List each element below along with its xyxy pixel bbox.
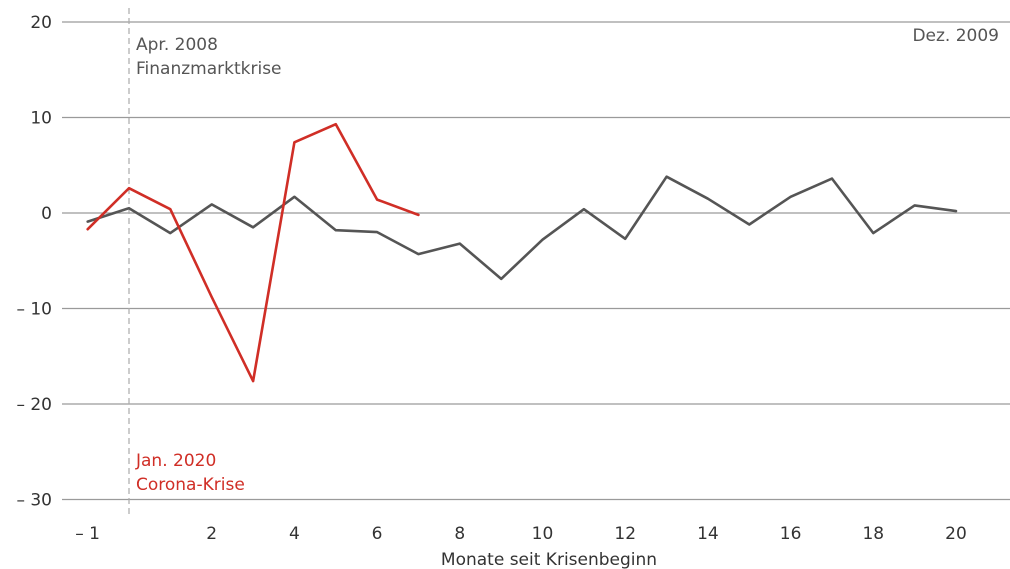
x-tick-label: 16 (780, 524, 802, 544)
x-axis-ticks: – 1 2 4 6 8 10 12 14 16 18 20 (75, 524, 967, 544)
y-tick-label: – 30 (16, 491, 52, 511)
x-tick-label: 10 (532, 524, 554, 544)
series-line-0 (86, 175, 958, 281)
x-tick-label: – 1 (75, 524, 100, 544)
x-tick-label: 8 (454, 524, 465, 544)
y-tick-label: 20 (30, 13, 52, 33)
series-lines (86, 122, 958, 383)
annotation-end-line-0: Dez. 2009 (912, 26, 999, 46)
y-tick-label: – 10 (16, 300, 52, 320)
x-tick-label: 12 (614, 524, 636, 544)
annotation-fin-line-1: Finanzmarktkrise (136, 59, 282, 79)
x-tick-label: 4 (289, 524, 300, 544)
annotation-fin-line-0: Apr. 2008 (136, 35, 218, 55)
y-axis-ticks: 20 10 0 – 10 – 20 – 30 (16, 13, 52, 511)
series-line-1 (86, 122, 420, 383)
x-tick-label: 2 (206, 524, 217, 544)
x-tick-label: 6 (372, 524, 383, 544)
x-tick-label: 14 (697, 524, 719, 544)
y-tick-label: 10 (30, 109, 52, 129)
x-tick-label: 20 (945, 524, 967, 544)
annotation-corona-line-0: Jan. 2020 (135, 451, 216, 471)
y-tick-label: 0 (41, 204, 52, 224)
x-axis-label: Monate seit Krisenbeginn (441, 550, 657, 569)
x-tick-label: 18 (862, 524, 884, 544)
grid-lines (62, 21, 1010, 501)
y-tick-label: – 20 (16, 395, 52, 415)
annotation-corona-line-1: Corona-Krise (136, 475, 245, 495)
annotations: Apr. 2008 Finanzmarktkrise Jan. 2020 Corona… (135, 26, 999, 495)
